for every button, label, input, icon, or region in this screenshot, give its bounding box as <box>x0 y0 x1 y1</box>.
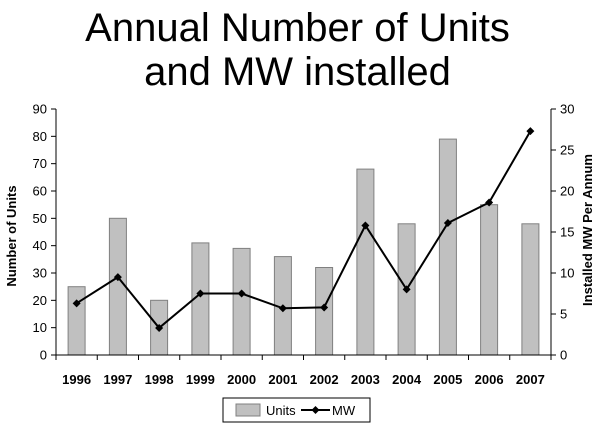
y2-tick-label: 25 <box>560 143 574 158</box>
x-tick-label: 2006 <box>475 372 504 387</box>
mw-point-1998 <box>155 323 164 332</box>
legend-units-label: Units <box>266 403 296 418</box>
y-tick-label: 10 <box>33 320 47 335</box>
units-bar-2007 <box>521 223 540 356</box>
y2-tick-label: 15 <box>560 225 574 240</box>
units-bar-2006 <box>480 204 499 356</box>
chart-axes <box>51 108 556 360</box>
y2-tick-label: 5 <box>560 307 567 322</box>
x-tick-label: 2004 <box>392 372 422 387</box>
x-tick-label: 1997 <box>103 372 132 387</box>
x-tick-label: 2002 <box>310 372 339 387</box>
units-bar-1997 <box>108 217 127 356</box>
tick-labels: 0 10 20 30 40 50 60 70 80 90 0 5 10 15 20 25 30 1996 1997 1… <box>33 102 575 388</box>
legend: Units MW <box>222 397 371 423</box>
y2-axis-label: Installed MW Per Annum <box>580 154 595 306</box>
chart-title: Annual Number of Units and MW installed <box>0 6 595 94</box>
mw-point-1996 <box>72 299 81 308</box>
y-tick-label: 30 <box>33 266 47 281</box>
y2-tick-label: 30 <box>560 102 574 117</box>
mw-point-2003 <box>361 221 370 230</box>
y-tick-label: 40 <box>33 238 47 253</box>
x-tick-label: 1999 <box>186 372 215 387</box>
y-tick-label: 20 <box>33 293 47 308</box>
y2-tick-label: 20 <box>560 184 574 199</box>
units-bar-2005 <box>438 138 457 356</box>
y2-tick-label: 0 <box>560 348 567 363</box>
units-bar-2000 <box>232 247 251 356</box>
y-tick-label: 90 <box>33 102 47 117</box>
mw-point-2005 <box>443 218 452 227</box>
mw-point-2002 <box>320 303 329 312</box>
mw-point-1997 <box>113 273 122 282</box>
mw-point-2004 <box>402 285 411 294</box>
y-axis-label: Number of Units <box>4 185 19 286</box>
mw-point-2000 <box>237 289 246 298</box>
x-tick-label: 1998 <box>145 372 174 387</box>
mw-point-2001 <box>278 304 287 313</box>
units-bars <box>67 138 540 356</box>
y-tick-label: 70 <box>33 156 47 171</box>
chart-title-line-2: and MW installed <box>144 50 451 94</box>
y-tick-label: 0 <box>40 348 47 363</box>
x-tick-label: 2003 <box>351 372 380 387</box>
y-tick-label: 80 <box>33 129 47 144</box>
units-bar-1996 <box>67 286 86 356</box>
mw-line-series <box>72 127 535 332</box>
legend-mw-marker <box>311 406 320 414</box>
legend-units-swatch <box>235 403 261 417</box>
legend-mw-label: MW <box>332 403 356 418</box>
units-bar-2003 <box>356 168 375 356</box>
y-tick-label: 60 <box>33 184 47 199</box>
mw-point-1999 <box>196 289 205 298</box>
x-tick-label: 1996 <box>62 372 91 387</box>
y2-tick-label: 10 <box>560 266 574 281</box>
x-tick-label: 2007 <box>516 372 545 387</box>
x-tick-label: 2005 <box>433 372 462 387</box>
y-tick-label: 50 <box>33 211 47 226</box>
chart-title-line-1: Annual Number of Units <box>85 6 510 50</box>
mw-point-2007 <box>526 127 535 136</box>
x-tick-label: 2001 <box>268 372 297 387</box>
mw-point-2006 <box>485 198 494 207</box>
x-tick-label: 2000 <box>227 372 256 387</box>
mw-line <box>76 130 532 330</box>
